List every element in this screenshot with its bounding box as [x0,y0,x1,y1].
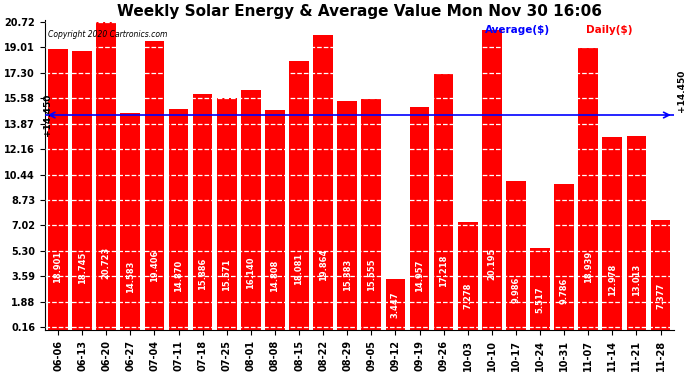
Bar [144,41,164,330]
Bar [337,101,357,330]
Text: 15.571: 15.571 [222,258,231,291]
Bar [217,98,237,330]
Text: 7.278: 7.278 [463,283,472,309]
Bar [434,74,453,330]
Bar [530,248,550,330]
Text: 19.406: 19.406 [150,250,159,282]
Text: 7.377: 7.377 [656,283,665,309]
Bar [241,90,261,330]
Bar [651,220,671,330]
Text: 18.081: 18.081 [295,253,304,285]
Text: +14.450: +14.450 [678,70,687,112]
Text: 19.864: 19.864 [319,249,328,281]
Title: Weekly Solar Energy & Average Value Mon Nov 30 16:06: Weekly Solar Energy & Average Value Mon … [117,4,602,19]
Text: 16.140: 16.140 [246,257,255,290]
Text: 15.886: 15.886 [198,258,207,290]
Text: Average($): Average($) [485,25,550,35]
Bar [97,22,116,330]
Text: 18.901: 18.901 [54,251,63,283]
Text: 18.939: 18.939 [584,251,593,283]
Text: 3.447: 3.447 [391,291,400,318]
Text: +14.450: +14.450 [43,94,52,136]
Text: 14.957: 14.957 [415,260,424,292]
Bar [72,51,92,330]
Text: 13.013: 13.013 [632,264,641,296]
Bar [193,94,213,330]
Text: Daily($): Daily($) [586,25,632,35]
Bar [482,30,502,330]
Bar [627,136,647,330]
Text: 15.383: 15.383 [343,259,352,291]
Bar [602,137,622,330]
Text: 15.555: 15.555 [367,258,376,291]
Bar [121,113,140,330]
Text: 5.517: 5.517 [535,286,544,313]
Bar [362,99,381,330]
Bar [48,49,68,330]
Bar [506,182,526,330]
Bar [410,108,429,330]
Text: 18.745: 18.745 [77,251,87,284]
Text: Copyright 2020 Cartronics.com: Copyright 2020 Cartronics.com [48,30,167,39]
Text: 14.583: 14.583 [126,261,135,293]
Text: 20.195: 20.195 [487,248,496,280]
Text: 9.986: 9.986 [511,277,520,303]
Bar [265,110,285,330]
Text: 17.218: 17.218 [439,255,448,287]
Bar [289,61,309,330]
Text: 9.786: 9.786 [560,277,569,304]
Text: 14.808: 14.808 [270,260,279,292]
Bar [458,222,477,330]
Bar [554,184,574,330]
Bar [313,34,333,330]
Text: 12.978: 12.978 [608,264,617,297]
Text: 14.870: 14.870 [174,260,183,292]
Bar [386,279,405,330]
Text: 20.723: 20.723 [101,247,110,279]
Bar [578,48,598,330]
Bar [168,109,188,330]
